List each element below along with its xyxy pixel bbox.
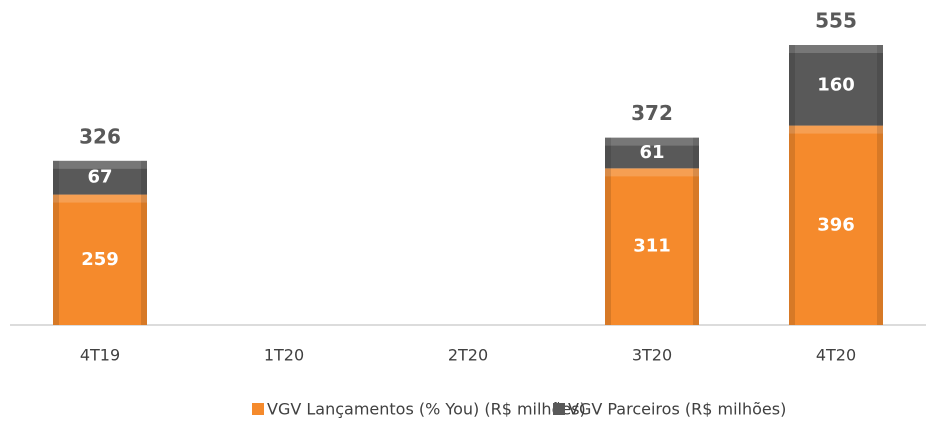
- data-label: 396: [817, 214, 855, 235]
- total-label: 372: [631, 101, 673, 125]
- data-label: 67: [87, 167, 112, 188]
- legend-swatch: [252, 403, 264, 415]
- x-tick-label: 4T19: [80, 346, 120, 365]
- bar-edge: [53, 160, 59, 195]
- total-label: 555: [815, 9, 857, 33]
- total-label: 326: [79, 124, 121, 148]
- bar-edge: [141, 194, 147, 325]
- bar-shade: [789, 45, 883, 53]
- bar-segment: [789, 45, 883, 126]
- bar-edge: [693, 137, 699, 169]
- data-label: 311: [633, 236, 671, 257]
- legend-label: VGV Lançamentos (% You) (R$ milhões): [267, 400, 586, 419]
- data-label: 61: [639, 142, 664, 163]
- bar-edge: [877, 45, 883, 126]
- x-tick-label: 2T20: [448, 346, 488, 365]
- bar-edge: [693, 168, 699, 325]
- data-label: 259: [81, 249, 119, 270]
- bar-edge: [789, 125, 795, 326]
- legend-swatch: [553, 403, 565, 415]
- bar-edge: [141, 160, 147, 195]
- data-label: 160: [817, 74, 855, 95]
- bar-shade: [605, 168, 699, 177]
- bar-edge: [53, 194, 59, 325]
- x-tick-label: 1T20: [264, 346, 304, 365]
- bar-shade: [53, 160, 147, 169]
- bar-shade: [53, 194, 147, 203]
- x-tick-label: 4T20: [816, 346, 856, 365]
- legend-label: VGV Parceiros (R$ milhões): [568, 400, 786, 419]
- bar-edge: [605, 168, 611, 325]
- bar-edge: [789, 45, 795, 126]
- bar-segment: [605, 137, 699, 169]
- bar-shade: [789, 125, 883, 134]
- bar-segment: [53, 194, 147, 325]
- bar-edge: [605, 137, 611, 169]
- bar-segment: [53, 160, 147, 195]
- bar-shade: [605, 137, 699, 146]
- bar-segment: [605, 168, 699, 325]
- bar-segment: [789, 125, 883, 326]
- bar-edge: [877, 125, 883, 326]
- x-tick-label: 3T20: [632, 346, 672, 365]
